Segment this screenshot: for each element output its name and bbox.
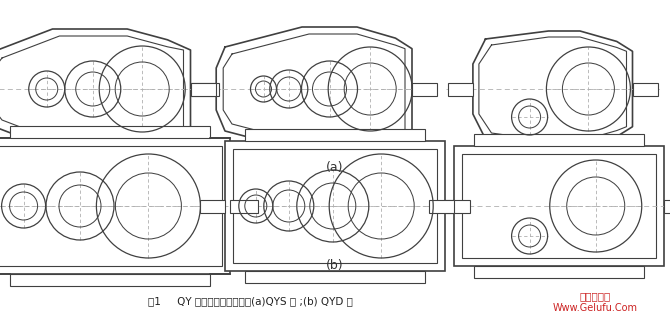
Bar <box>429 199 454 212</box>
Bar <box>245 271 425 283</box>
Text: Www.Gelufu.Com: Www.Gelufu.Com <box>553 303 637 313</box>
Text: (b): (b) <box>326 259 344 272</box>
Bar <box>190 82 218 95</box>
Bar <box>474 134 644 146</box>
Bar <box>10 274 210 286</box>
Bar <box>445 199 470 212</box>
Bar <box>191 82 216 95</box>
Bar <box>230 199 258 212</box>
Text: (a): (a) <box>326 161 344 174</box>
Bar <box>233 149 437 263</box>
Bar <box>245 129 425 141</box>
Bar <box>200 199 225 212</box>
Bar <box>412 82 437 95</box>
Bar <box>225 141 445 271</box>
Bar <box>0 138 230 274</box>
Text: 图1     QY 型减速器结构简图：(a)QYS 型 ;(b) QYD 型: 图1 QY 型减速器结构简图：(a)QYS 型 ;(b) QYD 型 <box>147 296 352 306</box>
Bar <box>448 82 473 95</box>
Bar <box>454 146 664 266</box>
Bar <box>474 266 644 278</box>
Bar <box>664 199 670 212</box>
Bar <box>0 146 222 266</box>
Text: 格鲁夫机械: 格鲁夫机械 <box>580 291 610 301</box>
Bar <box>632 82 657 95</box>
Bar <box>10 126 210 138</box>
Bar <box>462 154 656 258</box>
